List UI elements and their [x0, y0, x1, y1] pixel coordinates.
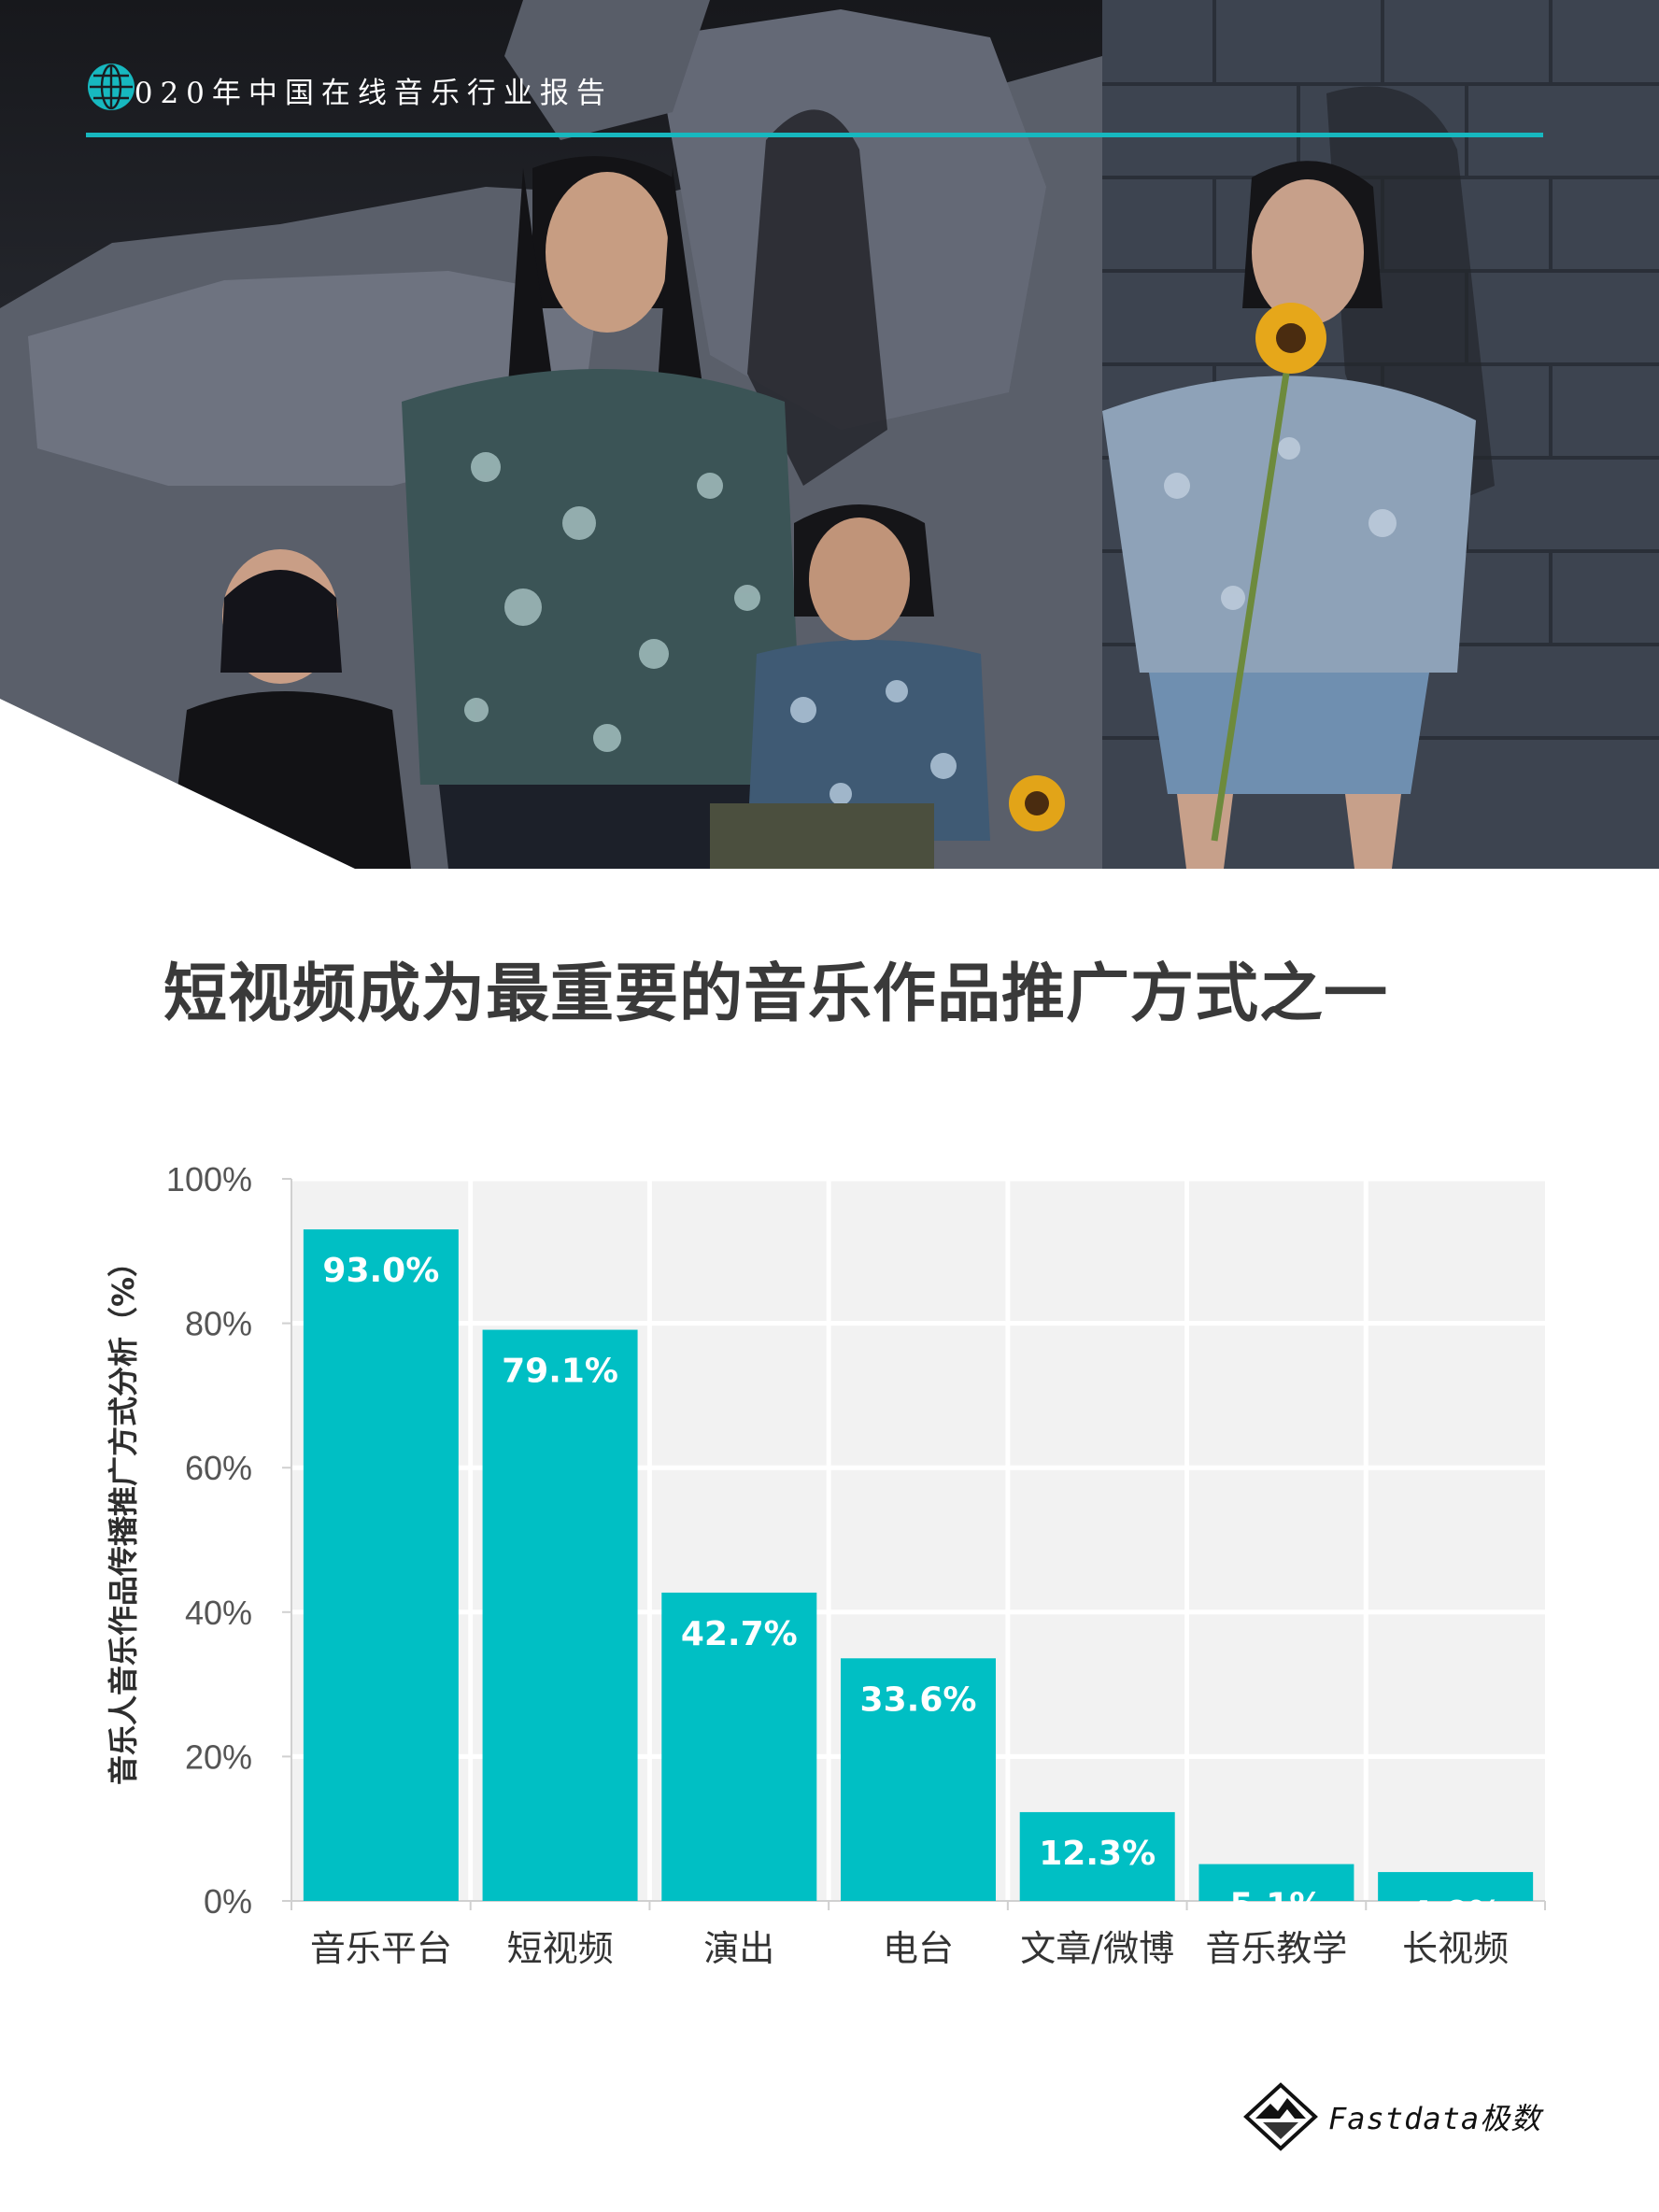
globe-icon [88, 64, 135, 110]
y-tick-label: 100% [166, 1160, 252, 1198]
y-tick-label: 60% [185, 1449, 252, 1487]
x-category-label: 短视频 [507, 1928, 614, 1969]
bar-value-label: 33.6% [860, 1680, 977, 1719]
header-photo: 2020年中国在线音乐行业报告 [0, 0, 1659, 869]
x-category-label: 音乐平台 [310, 1928, 452, 1969]
bar [1378, 1872, 1534, 1901]
y-tick-label: 0% [204, 1882, 252, 1921]
header-divider [86, 133, 1543, 137]
x-category-label: 音乐教学 [1205, 1928, 1347, 1969]
bar-value-label: 5.1% [1230, 1887, 1324, 1925]
bar [1019, 1811, 1175, 1901]
report-header: 2020年中国在线音乐行业报告 [86, 62, 613, 118]
bar-value-label: 4.0% [1409, 1894, 1502, 1933]
page-headline: 短视频成为最重要的音乐作品推广方式之一 [163, 957, 1389, 1031]
bar [1198, 1864, 1354, 1901]
bar [482, 1329, 638, 1901]
mountain-diamond-icon [1243, 2082, 1318, 2151]
x-category-label: 演出 [703, 1928, 774, 1969]
y-tick-label: 20% [185, 1737, 252, 1776]
bar-value-label: 79.1% [502, 1353, 618, 1391]
y-tick-label: 80% [185, 1305, 252, 1343]
x-category-label: 长视频 [1402, 1928, 1509, 1969]
plot-area [291, 1179, 1545, 1901]
bar-value-label: 12.3% [1039, 1835, 1156, 1873]
band-photo-illustration [0, 0, 1659, 869]
bar [303, 1229, 459, 1901]
bar [661, 1592, 817, 1901]
bar-value-label: 42.7% [681, 1615, 798, 1653]
report-title: 2020年中国在线音乐行业报告 [108, 76, 613, 110]
y-tick-label: 40% [185, 1594, 252, 1632]
bar-value-label: 93.0% [322, 1252, 439, 1290]
brand-logo: Fastdata极数 [1242, 2081, 1541, 2152]
x-category-label: 电台 [883, 1928, 954, 1969]
y-axis-title: 音乐人音乐作品传播推广方式分析（%） [106, 1246, 141, 1786]
x-category-label: 文章/微博 [1020, 1928, 1174, 1969]
bar [841, 1658, 996, 1901]
brand-name: Fastdata极数 [1328, 2101, 1542, 2136]
